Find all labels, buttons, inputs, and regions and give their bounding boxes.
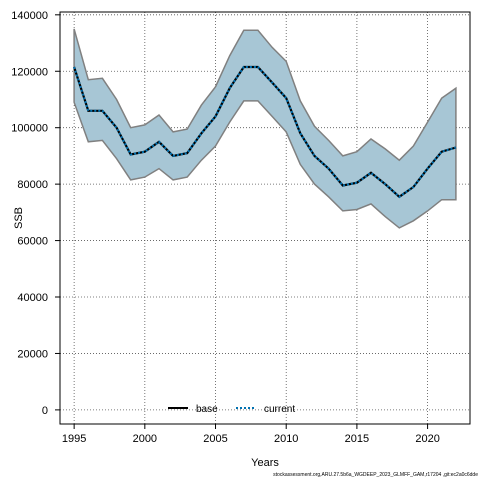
x-tick-label: 2000 [133, 433, 157, 445]
legend: base current [168, 404, 295, 415]
y-tick-label: 20000 [17, 348, 48, 360]
y-tick-label: 0 [42, 405, 48, 417]
series-lines [73, 65, 457, 199]
y-tick-label: 80000 [17, 179, 48, 191]
legend-label-current: current [264, 404, 295, 415]
x-axis: 1995 2000 2005 2010 2015 2020 [62, 424, 440, 445]
x-tick-label: 2005 [203, 433, 227, 445]
y-tick-label: 140000 [11, 10, 48, 22]
x-tick-label: 2020 [415, 433, 439, 445]
y-axis-title: SSB [13, 207, 25, 229]
y-tick-label: 120000 [11, 66, 48, 78]
x-tick-label: 2015 [345, 433, 369, 445]
x-tick-label: 2010 [274, 433, 298, 445]
series-line-base [73, 65, 457, 199]
plot-frame [59, 11, 471, 425]
x-tick-label: 1995 [62, 433, 86, 445]
y-axis: 0 20000 40000 60000 80000 100000 120000 140000 [11, 10, 60, 417]
x-axis-title: Years [251, 457, 279, 469]
legend-label-base: base [196, 404, 218, 415]
y-tick-label: 60000 [17, 236, 48, 248]
footer-source-text: stockassessment.org,ARU.27.5b6a_WGDEEP_2… [273, 472, 478, 478]
y-tick-label: 40000 [17, 292, 48, 304]
y-tick-label: 100000 [11, 123, 48, 135]
confidence-band [73, 28, 457, 229]
